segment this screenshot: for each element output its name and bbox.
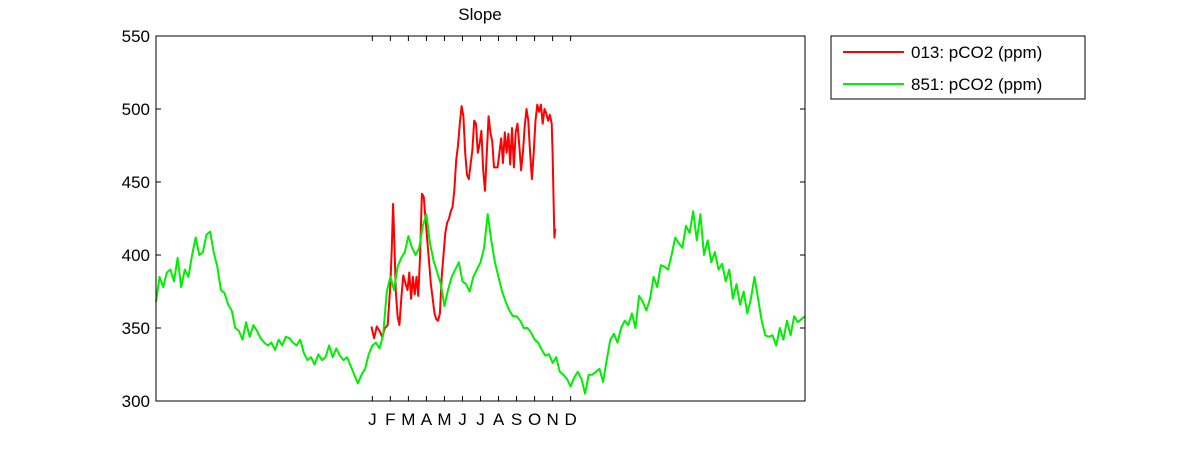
y-tick-label: 500 xyxy=(122,100,150,119)
legend: 013: pCO2 (ppm) 851: pCO2 (ppm) xyxy=(830,35,1086,100)
y-tick-label: 450 xyxy=(122,173,150,192)
x-tick-label: J xyxy=(368,410,377,429)
x-tick-label: M xyxy=(437,410,451,429)
chart-title: Slope xyxy=(458,5,501,24)
x-tick-label: M xyxy=(401,410,415,429)
y-tick-label: 400 xyxy=(122,246,150,265)
plot-frame xyxy=(155,35,806,402)
y-tick-label: 300 xyxy=(122,392,150,411)
x-tick-label: J xyxy=(476,410,485,429)
x-tick-label: F xyxy=(385,410,395,429)
legend-label: 851: pCO2 (ppm) xyxy=(911,75,1042,94)
x-tick-label: D xyxy=(564,410,576,429)
y-tick-label: 550 xyxy=(122,27,150,46)
series-layer xyxy=(155,103,806,395)
x-tick-label: A xyxy=(493,410,505,429)
legend-box xyxy=(830,35,1086,100)
x-tick-label: J xyxy=(458,410,467,429)
y-tick-label: 350 xyxy=(122,319,150,338)
legend-label: 013: pCO2 (ppm) xyxy=(911,43,1042,62)
x-tick-label: N xyxy=(546,410,558,429)
series-line-013 xyxy=(370,103,557,340)
series-line-851 xyxy=(155,210,806,395)
x-tick-label: O xyxy=(528,410,541,429)
y-axis: 300 350 400 450 500 550 xyxy=(122,27,805,411)
x-tick-label: S xyxy=(511,410,522,429)
x-tick-label: A xyxy=(421,410,433,429)
